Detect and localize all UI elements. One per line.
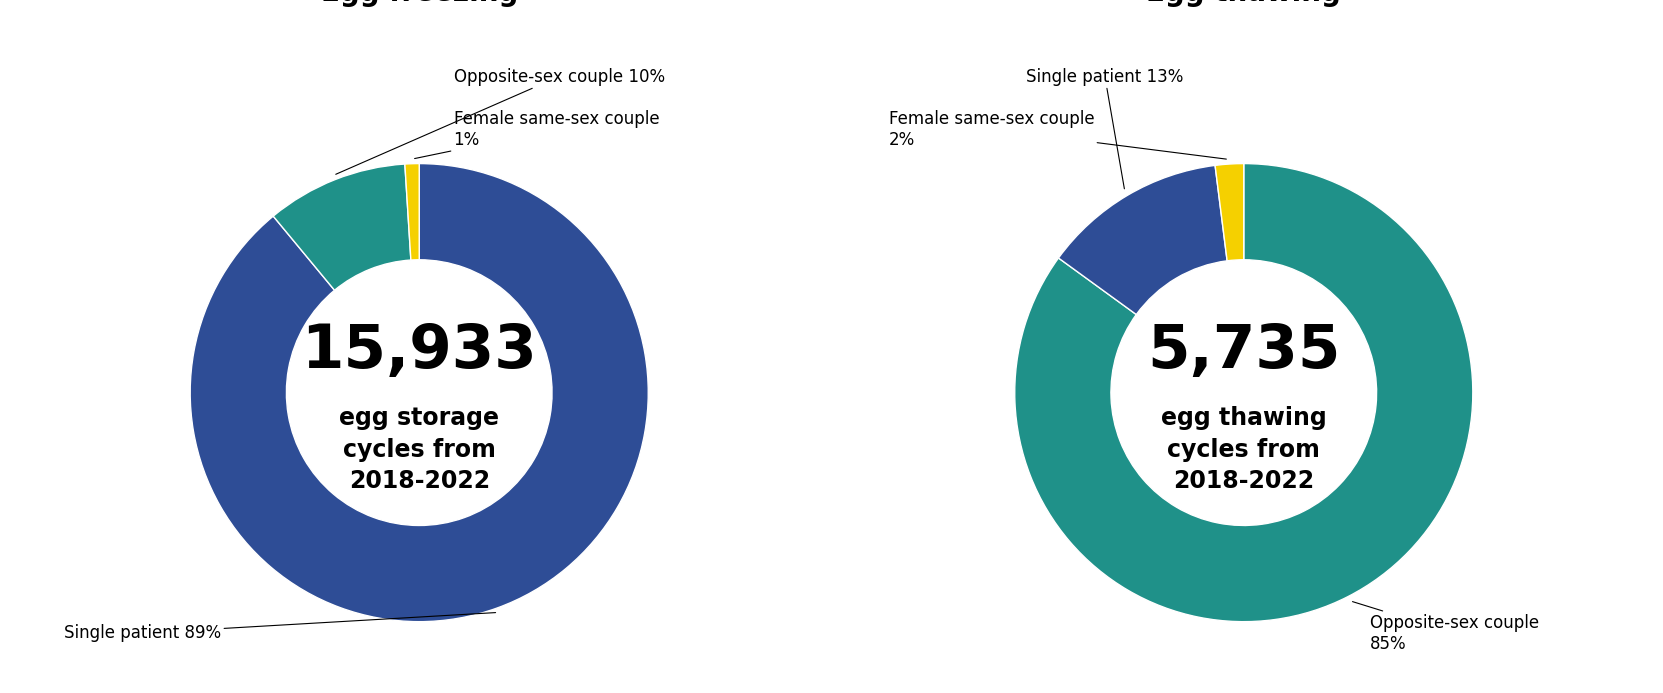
Text: 15,933: 15,933 xyxy=(301,322,537,381)
Text: Female same-sex couple
2%: Female same-sex couple 2% xyxy=(888,109,1226,159)
Text: egg storage
cycles from
2018-2022: egg storage cycles from 2018-2022 xyxy=(339,406,499,493)
Wedge shape xyxy=(404,164,419,260)
Text: 5,735: 5,735 xyxy=(1147,322,1340,381)
Wedge shape xyxy=(1216,164,1244,261)
Title: Egg thawing: Egg thawing xyxy=(1146,0,1342,7)
Title: Egg freezing: Egg freezing xyxy=(321,0,517,7)
Text: Single patient 13%: Single patient 13% xyxy=(1026,67,1184,188)
Text: Female same-sex couple
1%: Female same-sex couple 1% xyxy=(414,109,659,159)
Wedge shape xyxy=(190,164,649,622)
Text: Opposite-sex couple 10%: Opposite-sex couple 10% xyxy=(336,67,665,175)
Text: Single patient 89%: Single patient 89% xyxy=(65,613,496,642)
Text: egg thawing
cycles from
2018-2022: egg thawing cycles from 2018-2022 xyxy=(1161,406,1327,493)
Wedge shape xyxy=(1058,166,1227,315)
Wedge shape xyxy=(273,164,411,290)
Text: Opposite-sex couple
85%: Opposite-sex couple 85% xyxy=(1352,602,1538,653)
Wedge shape xyxy=(1014,164,1473,622)
